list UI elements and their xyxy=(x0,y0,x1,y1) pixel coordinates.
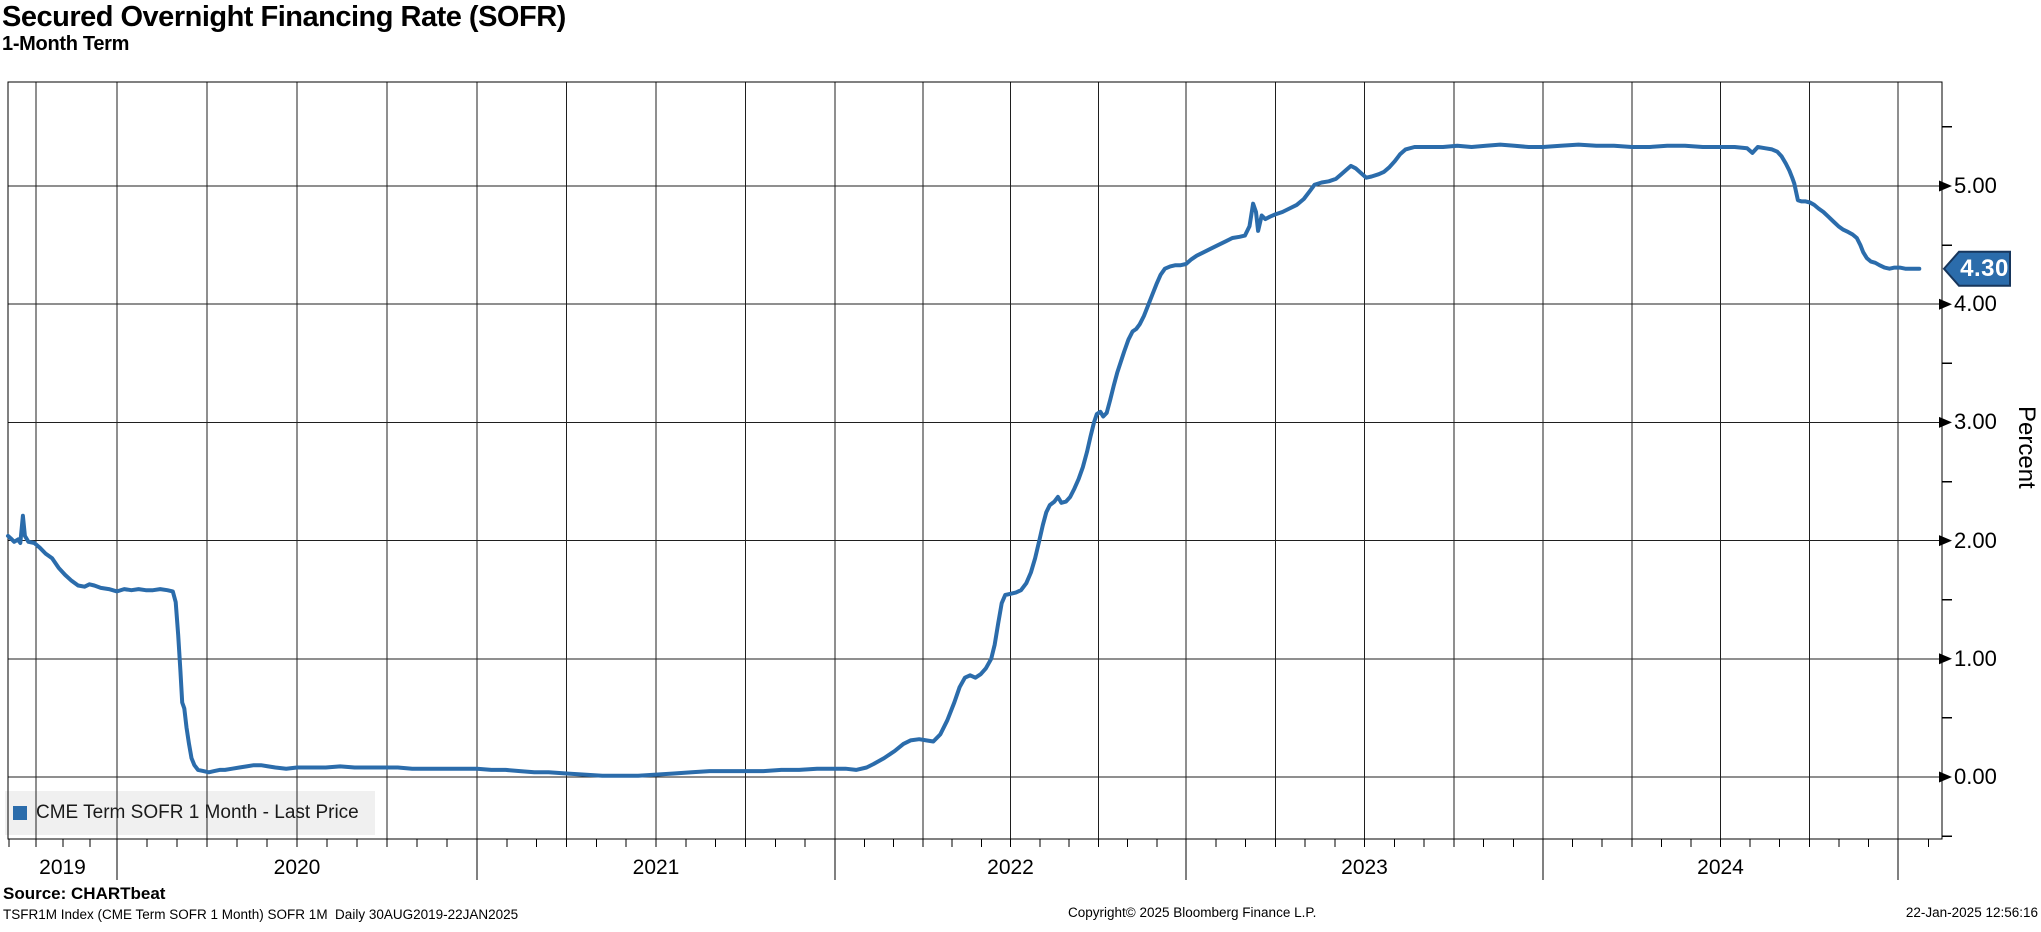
x-axis-year-label: 2021 xyxy=(632,856,680,879)
y-axis-tick-label: 1.00 xyxy=(1954,645,1997,671)
plot-frame xyxy=(7,81,1943,840)
ticker-description: TSFR1M Index (CME Term SOFR 1 Month) SOF… xyxy=(3,907,519,922)
y-axis-arrow-tick xyxy=(1939,180,1952,192)
x-axis-year-label: 2023 xyxy=(1341,856,1388,879)
y-axis-tick-label: 3.00 xyxy=(1954,409,1997,435)
sofr-line-series xyxy=(6,142,1922,778)
x-axis-year-label: 2022 xyxy=(987,856,1034,879)
y-axis-arrow-tick xyxy=(1939,298,1952,310)
x-axis-year-label: 2019 xyxy=(39,856,86,879)
y-axis-tick-label: 5.00 xyxy=(1954,173,1997,198)
last-price-tag[interactable]: 4.30 xyxy=(1960,255,2009,282)
legend[interactable]: CME Term SOFR 1 Month - Last Price xyxy=(5,791,375,835)
y-axis-arrow-tick xyxy=(1939,416,1952,428)
y-axis-arrow-tick xyxy=(1939,771,1952,783)
x-axis-year-label: 2024 xyxy=(1697,856,1744,879)
y-axis-arrow-tick xyxy=(1939,535,1952,547)
legend-series-swatch xyxy=(13,806,27,820)
page-title: Secured Overnight Financing Rate (SOFR) xyxy=(2,1,566,33)
copyright-line: Copyright© 2025 Bloomberg Finance L.P. xyxy=(1068,905,1317,920)
legend-series-label: CME Term SOFR 1 Month - Last Price xyxy=(36,802,359,823)
timestamp: 22-Jan-2025 12:56:16 xyxy=(1905,905,2038,920)
y-axis-title: Percent xyxy=(2013,406,2040,489)
y-axis-tick-label: 0.00 xyxy=(1954,764,1997,789)
source-line: Source: CHARTbeat xyxy=(3,884,166,903)
y-axis-tick-label: 4.00 xyxy=(1954,291,1997,317)
y-axis-tick-label: 2.00 xyxy=(1954,527,1997,553)
chart-subtitle: 1-Month Term xyxy=(2,33,130,55)
x-axis-year-label: 2020 xyxy=(273,856,321,879)
y-axis-arrow-tick xyxy=(1939,653,1952,665)
